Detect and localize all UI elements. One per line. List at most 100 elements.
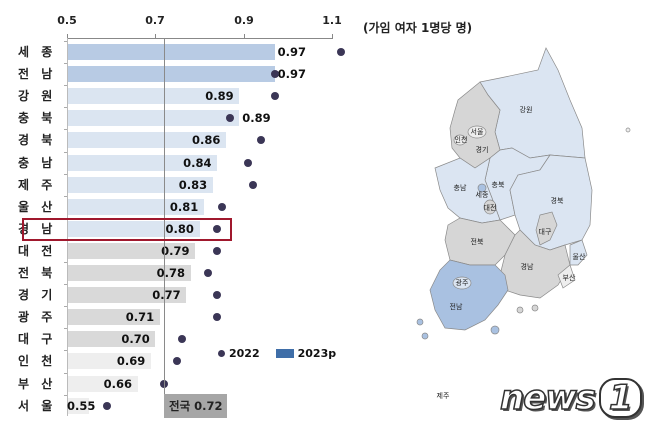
region-label: 전 남 xyxy=(18,67,57,82)
bar-value-label: 0.66 xyxy=(103,376,133,391)
x-tick xyxy=(244,34,245,39)
map-label: 전북 xyxy=(470,238,484,246)
fertility-chart: 0.5 0.7 0.9 1.1 세 종 0.97 전 남 0.97 강 원 0.89 충 북 0.8… xyxy=(18,14,345,418)
x-tick-label: 1.1 xyxy=(322,14,342,27)
bar-value-label: 0.55 xyxy=(67,398,96,413)
bar-2023 xyxy=(68,375,138,392)
y-tick xyxy=(64,173,67,175)
bar-value-label: 0.84 xyxy=(183,155,212,170)
bar-value-label: 0.80 xyxy=(165,221,194,236)
y-tick xyxy=(64,394,67,396)
news1-logo: news 1 xyxy=(499,377,642,419)
bar-value-label: 0.89 xyxy=(242,111,271,126)
bar-2023 xyxy=(68,353,151,370)
korea-map-svg xyxy=(416,47,631,407)
bar-value-label: 0.89 xyxy=(205,89,234,104)
national-average-line xyxy=(164,38,165,418)
dot-2022 xyxy=(213,291,222,300)
map-label: 충북 xyxy=(491,181,505,189)
region-label: 세 종 xyxy=(18,45,57,59)
legend: 2022 2023p xyxy=(218,347,336,360)
dot-2022 xyxy=(244,158,253,167)
region-label: 서 울 xyxy=(18,398,57,413)
legend-bar-icon xyxy=(275,349,294,358)
y-tick xyxy=(64,350,67,352)
y-tick xyxy=(64,328,67,330)
region-label: 대 구 xyxy=(18,332,57,347)
map-region-daejeon xyxy=(483,199,497,215)
bar-2023 xyxy=(68,287,187,304)
bar-2023 xyxy=(68,331,156,348)
region-label: 대 전 xyxy=(18,243,57,258)
bar-value-label: 0.77 xyxy=(152,288,181,303)
region-label: 경 기 xyxy=(18,288,57,303)
x-tick xyxy=(155,34,156,39)
region-label: 경 북 xyxy=(18,133,57,148)
bar-value-label: 0.83 xyxy=(178,177,208,192)
x-tick xyxy=(332,34,333,39)
x-tick-label: 0.5 xyxy=(57,14,77,27)
map-region-incheon xyxy=(453,134,467,146)
bar-2023 xyxy=(68,110,240,127)
bar-2023 xyxy=(68,309,160,326)
map-label: 대전 xyxy=(483,204,497,212)
legend-2022: 2022 xyxy=(229,347,260,360)
x-axis-line xyxy=(67,38,333,39)
dot-2022 xyxy=(257,136,266,145)
map-label: 충남 xyxy=(453,184,467,192)
map-label: 인천 xyxy=(454,136,468,144)
bar-value-label: 0.81 xyxy=(169,199,199,214)
bar-value-label: 0.69 xyxy=(116,354,146,369)
map-label: 부산 xyxy=(562,274,576,282)
map-region-gwangju xyxy=(452,276,472,290)
legend-2023: 2023p xyxy=(297,347,337,360)
y-tick xyxy=(64,63,67,65)
highlight-box-gyeongnam xyxy=(22,218,232,241)
bar-2023 xyxy=(68,88,240,105)
x-tick-label: 0.7 xyxy=(145,14,165,27)
map-region-ulsan xyxy=(569,239,588,266)
map-label: 광주 xyxy=(455,279,469,287)
bar-2023 xyxy=(68,44,275,60)
dot-2022 xyxy=(177,335,186,344)
map-label: 울산 xyxy=(572,253,586,261)
dot-2022 xyxy=(204,269,213,277)
map-label: 경북 xyxy=(550,197,564,205)
y-tick xyxy=(64,151,67,153)
y-tick xyxy=(64,129,67,131)
region-label: 부 산 xyxy=(18,376,57,391)
bar-value-label: 0.86 xyxy=(192,133,221,148)
bar-2023 xyxy=(68,176,213,193)
logo-number: 1 xyxy=(598,378,642,418)
bar-2023 xyxy=(68,397,90,414)
dot-2022 xyxy=(102,401,111,410)
bar-value-label: 0.97 xyxy=(277,67,306,82)
y-tick xyxy=(64,41,67,42)
map-region-sejong xyxy=(477,183,487,193)
bar-value-label: 0.79 xyxy=(161,243,190,258)
map-region-jeonnam xyxy=(429,259,509,331)
bar-2023 xyxy=(68,265,191,281)
map-label: 전남 xyxy=(449,303,463,311)
dot-2022 xyxy=(213,246,222,255)
y-tick xyxy=(64,195,67,197)
unit-label: (가임 여자 1명당 명) xyxy=(363,21,473,35)
dot-2022 xyxy=(336,48,345,56)
dot-2022 xyxy=(213,313,222,322)
map-label: 세종 xyxy=(475,191,489,199)
dot-2022 xyxy=(226,114,235,123)
y-tick xyxy=(64,372,67,374)
legend-dot-icon xyxy=(218,350,225,357)
dot-2022 xyxy=(270,70,279,79)
region-label: 충 남 xyxy=(18,155,57,170)
map-region-seoul xyxy=(467,125,487,139)
y-tick xyxy=(64,107,67,109)
map-label: 대구 xyxy=(538,228,552,236)
map-label: 강원 xyxy=(519,106,533,114)
x-tick xyxy=(67,34,68,39)
bar-2023 xyxy=(68,132,226,149)
bar-2023 xyxy=(68,154,218,171)
national-average-label: 전국 0.72 xyxy=(164,394,227,418)
dot-2022 xyxy=(248,180,257,189)
map-region-daegu xyxy=(535,211,558,246)
